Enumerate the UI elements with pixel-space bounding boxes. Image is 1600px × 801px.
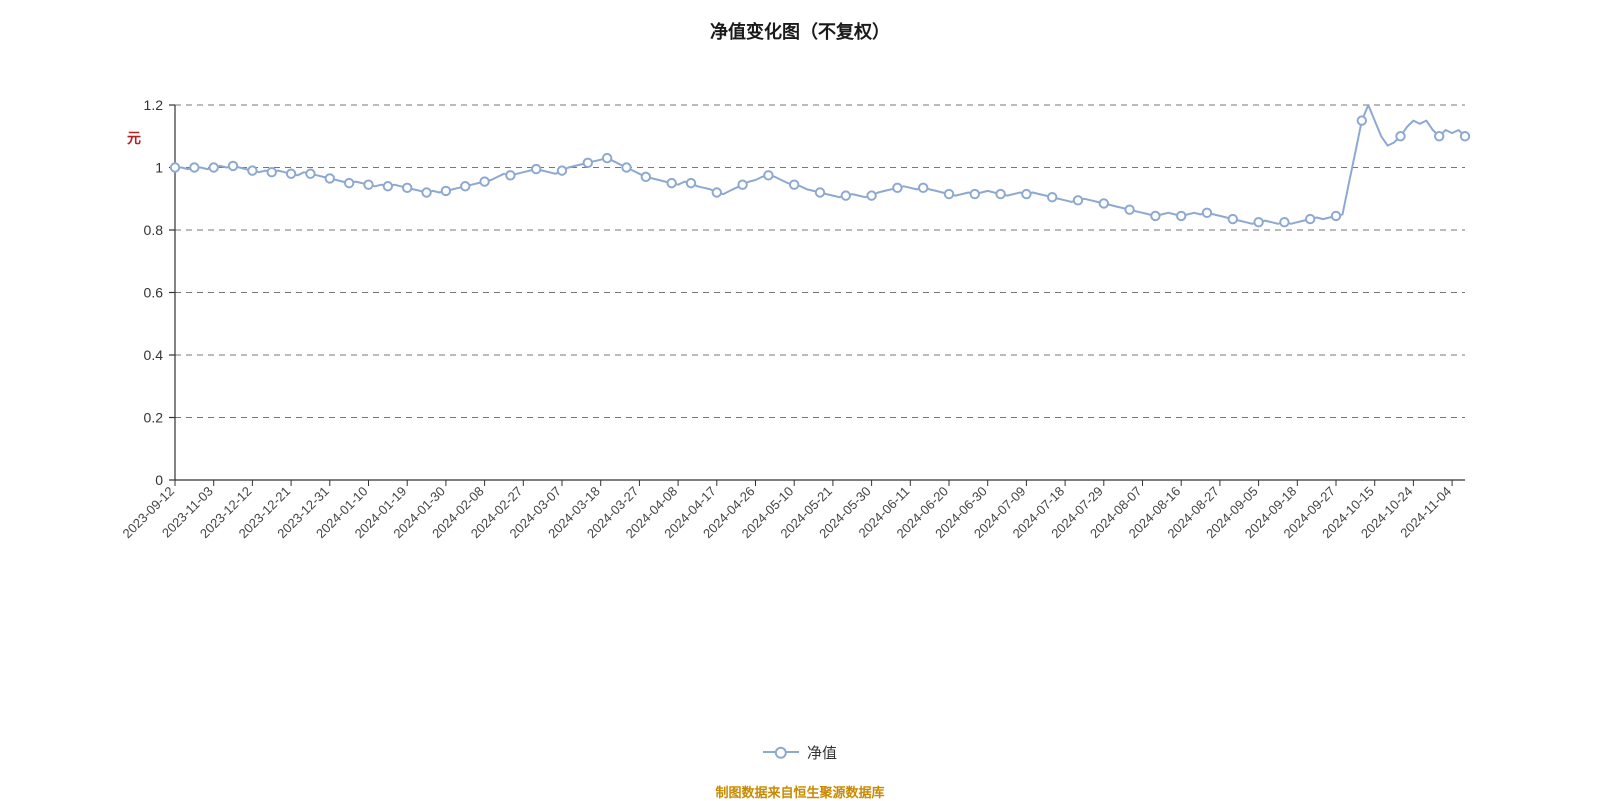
series-marker [558,166,566,174]
series-marker [1396,132,1404,140]
series-marker [816,188,824,196]
series-marker [603,154,611,162]
series-marker [1332,212,1340,220]
series-marker [480,177,488,185]
series-marker [1022,190,1030,198]
series-marker [971,190,979,198]
legend-line [763,751,799,753]
legend-label: 净值 [807,742,837,763]
y-tick-label: 0.6 [144,285,164,301]
series-marker [764,171,772,179]
series-marker [1358,116,1366,124]
series-marker [422,188,430,196]
series-marker [842,191,850,199]
series-marker [1074,196,1082,204]
series-marker [867,191,875,199]
series-marker [1254,218,1262,226]
series-marker [461,182,469,190]
footer-text: 制图数据来自恒生聚源数据库 [0,782,1600,801]
series-marker [403,184,411,192]
series-marker [364,180,372,188]
series-marker [1306,215,1314,223]
series-marker [306,170,314,178]
series-marker [248,166,256,174]
series-marker [945,190,953,198]
y-tick-label: 0.2 [144,410,164,426]
series-marker [442,187,450,195]
series-marker [1229,215,1237,223]
series-marker [996,190,1004,198]
series-marker [1280,218,1288,226]
chart-container: { "chart": { "type": "line", "title": "净… [0,0,1600,800]
y-tick-label: 1.2 [144,97,164,113]
y-tick-label: 0.4 [144,347,164,363]
series-marker [287,170,295,178]
series-marker [790,180,798,188]
series-marker [190,163,198,171]
series-marker [345,179,353,187]
y-tick-label: 0.8 [144,222,164,238]
y-tick-label: 1 [155,160,163,176]
series-line [175,105,1465,224]
series-marker [210,163,218,171]
series-marker [893,184,901,192]
series-marker [738,180,746,188]
series-marker [1177,212,1185,220]
series-marker [622,163,630,171]
series-marker [506,171,514,179]
series-marker [667,179,675,187]
legend: 净值 [0,740,1600,763]
series-marker [713,188,721,196]
legend-marker-icon [775,747,787,759]
series-marker [642,173,650,181]
series-marker [171,163,179,171]
series-marker [1203,209,1211,217]
series-marker [1435,132,1443,140]
series-marker [687,179,695,187]
series-marker [326,174,334,182]
series-marker [229,162,237,170]
series-marker [1461,132,1469,140]
series-marker [1048,193,1056,201]
series-marker [1100,199,1108,207]
chart-svg: 00.20.40.60.811.22023-09-122023-11-03202… [0,0,1600,800]
series-marker [584,159,592,167]
series-marker [268,168,276,176]
series-marker [384,182,392,190]
legend-item: 净值 [763,742,837,763]
series-marker [1125,205,1133,213]
series-marker [919,184,927,192]
series-marker [1151,212,1159,220]
y-tick-label: 0 [155,472,163,488]
series-marker [532,165,540,173]
